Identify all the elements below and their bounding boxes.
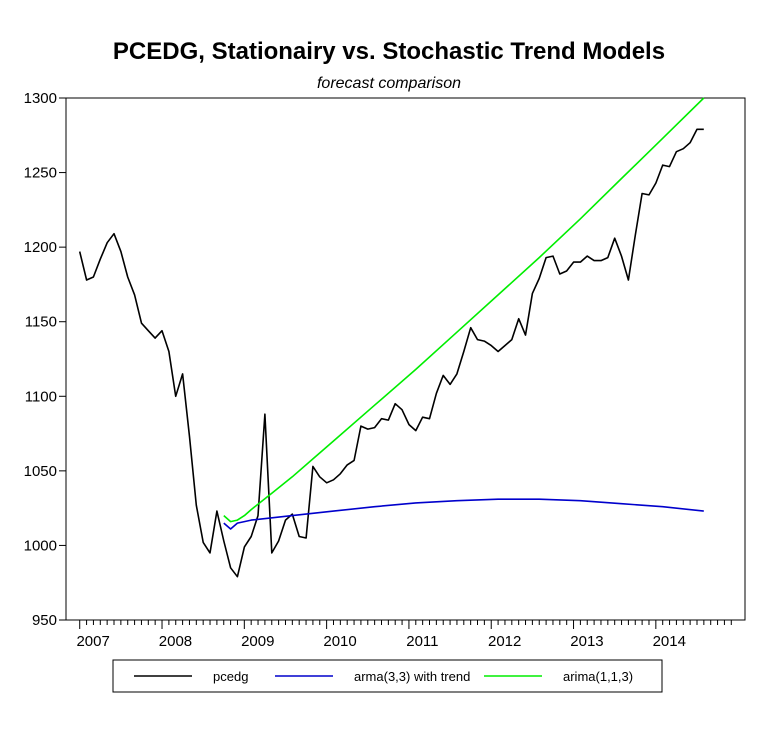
y-tick-label: 1300 bbox=[24, 90, 57, 107]
x-tick-label: 2013 bbox=[570, 633, 603, 650]
x-tick-label: 2009 bbox=[241, 633, 274, 650]
series-line-arma-3-3-with-trend bbox=[223, 498, 704, 530]
y-tick-label: 1250 bbox=[24, 165, 57, 182]
x-tick-label: 2010 bbox=[323, 633, 356, 650]
legend-label: arma(3,3) with trend bbox=[354, 669, 470, 684]
y-tick-label: 1200 bbox=[24, 239, 57, 256]
plot-frame bbox=[65, 97, 746, 621]
chart-subtitle: forecast comparison bbox=[317, 75, 461, 92]
x-tick-label: 2007 bbox=[76, 633, 109, 650]
x-tick-label: 2012 bbox=[488, 633, 521, 650]
legend: pcedg arma(3,3) with trend arima(1,1,3) bbox=[112, 659, 663, 693]
legend-label: arima(1,1,3) bbox=[563, 669, 633, 684]
series-line-arima-1-1-3- bbox=[223, 97, 705, 523]
x-tick-label: 2008 bbox=[159, 633, 192, 650]
series-line-pcedg bbox=[78, 128, 704, 578]
legend-box bbox=[112, 659, 663, 693]
y-tick-label: 1000 bbox=[24, 537, 57, 554]
y-tick-label: 950 bbox=[32, 612, 57, 629]
y-tick-label: 1050 bbox=[24, 463, 57, 480]
series-layer bbox=[78, 97, 705, 578]
y-tick-label: 1100 bbox=[25, 388, 57, 405]
legend-items: pcedg arma(3,3) with trend arima(1,1,3) bbox=[134, 669, 633, 684]
x-axis: 2007 2008 2009 2010 2011 2012 2013 2014 bbox=[76, 620, 732, 650]
y-tick-label: 1150 bbox=[25, 314, 57, 331]
chart-title: PCEDG, Stationairy vs. Stochastic Trend … bbox=[113, 38, 665, 65]
y-axis: 950 1000 1050 1100 1150 1200 1250 1300 bbox=[24, 90, 66, 629]
x-tick-label: 2014 bbox=[653, 633, 686, 650]
x-tick-label: 2011 bbox=[406, 633, 438, 650]
legend-label: pcedg bbox=[213, 669, 248, 684]
